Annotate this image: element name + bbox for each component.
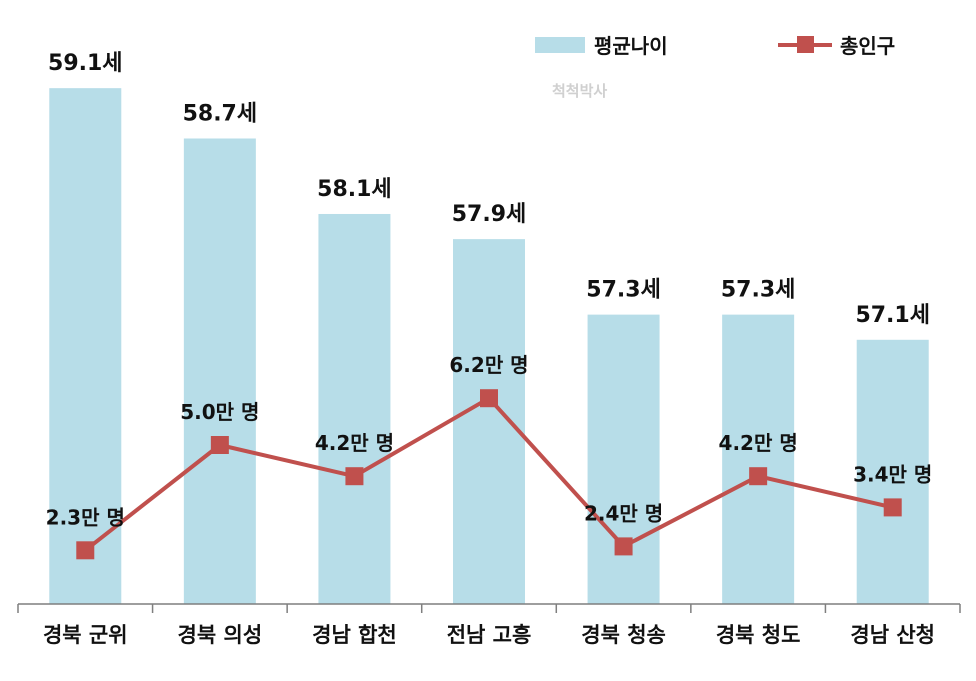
bar-value-label: 57.3세 [721,278,796,303]
bar [318,213,391,604]
legend-bar-swatch [535,37,585,53]
category-label: 경북 의성 [178,623,263,647]
bar-value-label: 57.9세 [452,202,527,227]
line-marker [614,537,633,556]
bar [183,138,256,604]
line-value-label: 2.3만 명 [46,505,125,529]
bar [49,88,122,605]
line-data-labels: 2.3만 명 5.0만 명 4.2만 명 6.2만 명 2.4만 명 4.2만 명 3.4만… [46,353,933,529]
line-value-label: 5.0만 명 [180,400,259,424]
legend-bar-label: 평균나이 [594,34,668,58]
bar [856,339,929,604]
line-value-label: 4.2만 명 [315,431,394,455]
legend-line-label: 총인구 [840,34,895,58]
line-marker [345,467,364,486]
legend-line-marker [797,36,814,53]
legend: 평균나이 총인구 [535,34,895,58]
line-marker [480,389,498,408]
bar-data-labels: 59.1세 58.7세 58.1세 57.9세 57.3세 57.3세 57.1세 [48,51,930,328]
bar [587,314,660,604]
bar-value-label: 57.3세 [586,278,661,303]
category-label: 경북 청송 [581,623,666,647]
line-marker [883,498,902,517]
category-label: 경남 합천 [312,623,397,647]
population-markers [76,389,902,560]
line-value-label: 2.4만 명 [584,501,663,525]
bar-value-label: 57.1세 [855,303,930,328]
x-axis-ticks [17,604,961,613]
bar-value-label: 58.1세 [317,177,392,202]
category-labels: 경북 군위 경북 의성 경남 합천 전남 고흥 경북 청송 경북 청도 경남 산청 [43,623,935,647]
line-marker [76,541,95,560]
category-label: 경북 군위 [43,623,128,647]
line-value-label: 3.4만 명 [853,462,932,486]
category-label: 경북 청도 [716,623,801,647]
category-label: 경남 산청 [850,623,935,647]
bar-value-label: 59.1세 [48,51,123,76]
bar-series [49,88,929,605]
line-value-label: 4.2만 명 [719,431,798,455]
bar [722,314,795,604]
line-marker [210,436,229,454]
line-value-label: 6.2만 명 [449,353,528,377]
line-marker [749,467,768,486]
category-label: 전남 고흥 [447,623,532,647]
bar [453,239,525,605]
watermark: 척척박사 [552,82,607,100]
bar-value-label: 58.7세 [183,101,258,126]
